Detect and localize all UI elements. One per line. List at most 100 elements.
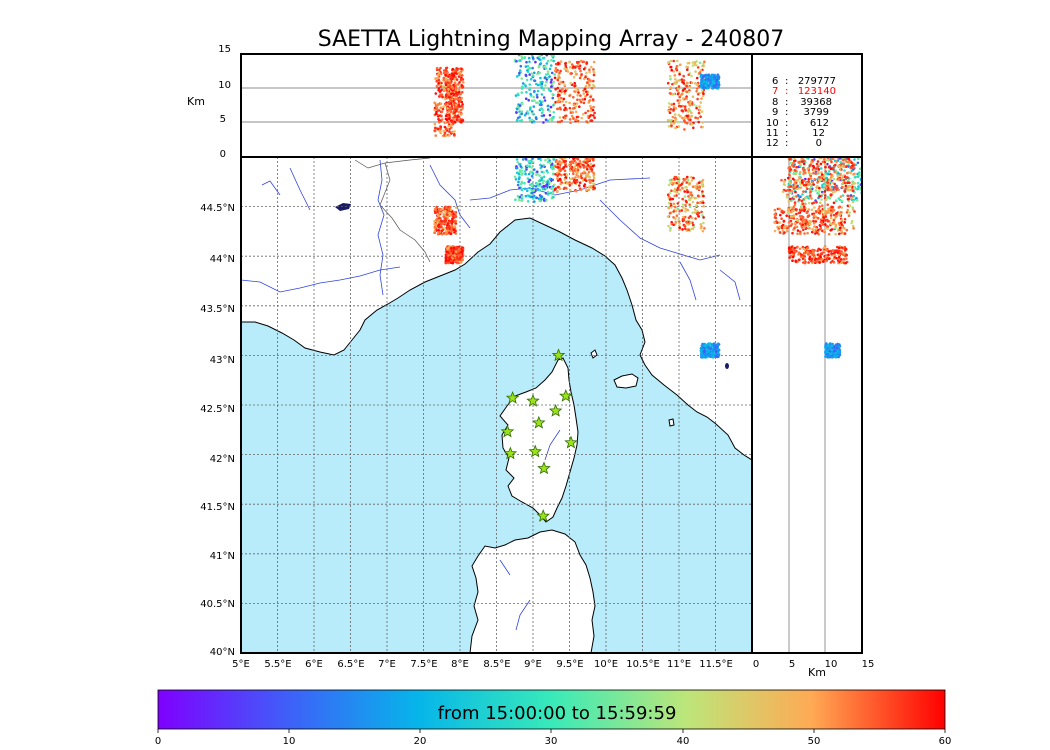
source-point (683, 190, 686, 193)
source-point (693, 62, 697, 65)
source-point (815, 261, 818, 264)
source-point (827, 170, 831, 173)
source-point (830, 189, 833, 192)
source-point (852, 166, 855, 169)
source-point (694, 217, 697, 220)
source-point (517, 173, 521, 176)
source-point (573, 81, 576, 85)
source-point (683, 195, 687, 198)
source-point (787, 249, 791, 253)
source-point (556, 190, 559, 193)
source-point (444, 134, 448, 137)
source-point (812, 214, 816, 217)
source-point (578, 67, 581, 70)
source-point (839, 195, 843, 198)
source-point (850, 161, 853, 164)
side-altitude-panel: 0 5 10 15 Km (751, 156, 874, 679)
source-point (842, 162, 845, 165)
source-point (785, 196, 789, 199)
source-point (525, 60, 528, 64)
source-point (786, 211, 790, 214)
source-point (682, 79, 686, 82)
source-point (524, 73, 528, 77)
source-point (551, 116, 554, 120)
colorbar-tick-label: 60 (939, 736, 952, 747)
source-point (572, 167, 576, 170)
source-point (839, 221, 843, 225)
source-point (521, 82, 525, 85)
source-point (809, 194, 812, 197)
source-point (849, 171, 853, 175)
source-point (806, 231, 809, 235)
source-point (454, 76, 457, 79)
source-point (686, 175, 689, 179)
source-point (774, 216, 778, 220)
colorbar-label: from 15:00:00 to 15:59:59 (438, 703, 677, 724)
source-point (544, 76, 547, 80)
source-point (579, 59, 583, 63)
source-point (795, 212, 798, 216)
source-point (448, 257, 451, 261)
source-point (551, 96, 555, 100)
source-point (681, 228, 684, 231)
source-point (824, 219, 827, 222)
source-point (812, 183, 815, 186)
source-point (674, 176, 678, 179)
source-point (692, 126, 695, 130)
source-point (840, 206, 844, 209)
source-point (684, 207, 687, 211)
source-point (550, 187, 554, 190)
source-point (841, 158, 845, 162)
source-point (690, 81, 694, 85)
source-point (670, 122, 673, 125)
source-point (808, 255, 812, 258)
source-point (593, 116, 596, 119)
source-point (829, 211, 832, 214)
source-point (699, 101, 703, 104)
count-row: 7:123140 (772, 86, 836, 97)
source-point (804, 190, 808, 193)
source-point (437, 214, 441, 218)
source-point (574, 164, 577, 168)
source-point (563, 173, 566, 176)
source-point (582, 101, 586, 105)
source-point (583, 87, 587, 91)
source-point (524, 172, 527, 176)
source-point (437, 103, 440, 107)
source-point (434, 208, 438, 212)
source-point (544, 187, 548, 190)
source-point (587, 188, 591, 192)
source-point (457, 88, 461, 91)
source-point (792, 161, 795, 165)
source-point (551, 93, 554, 96)
source-point (781, 190, 785, 193)
source-point (448, 214, 452, 217)
source-point (459, 78, 463, 81)
source-point (814, 189, 818, 192)
source-point (574, 70, 577, 73)
source-point (674, 107, 677, 110)
source-point (574, 87, 578, 90)
source-point (558, 71, 561, 75)
source-point (460, 96, 464, 100)
colorbar-tick-label: 20 (414, 736, 427, 747)
source-point (827, 207, 830, 211)
source-point (542, 88, 545, 91)
source-point (851, 180, 854, 184)
source-point (824, 198, 828, 201)
source-point (822, 176, 826, 179)
source-point (717, 348, 720, 351)
source-point (830, 356, 834, 359)
source-point (806, 167, 810, 170)
source-point (674, 190, 677, 193)
source-point (802, 179, 806, 182)
source-point (821, 223, 825, 226)
source-point (557, 74, 560, 77)
source-point (441, 220, 444, 223)
source-point (849, 185, 852, 188)
source-point (855, 198, 859, 202)
source-point (810, 197, 813, 200)
source-point (823, 207, 826, 210)
lon-label: 8.5°E (483, 659, 510, 670)
source-point (454, 222, 458, 225)
